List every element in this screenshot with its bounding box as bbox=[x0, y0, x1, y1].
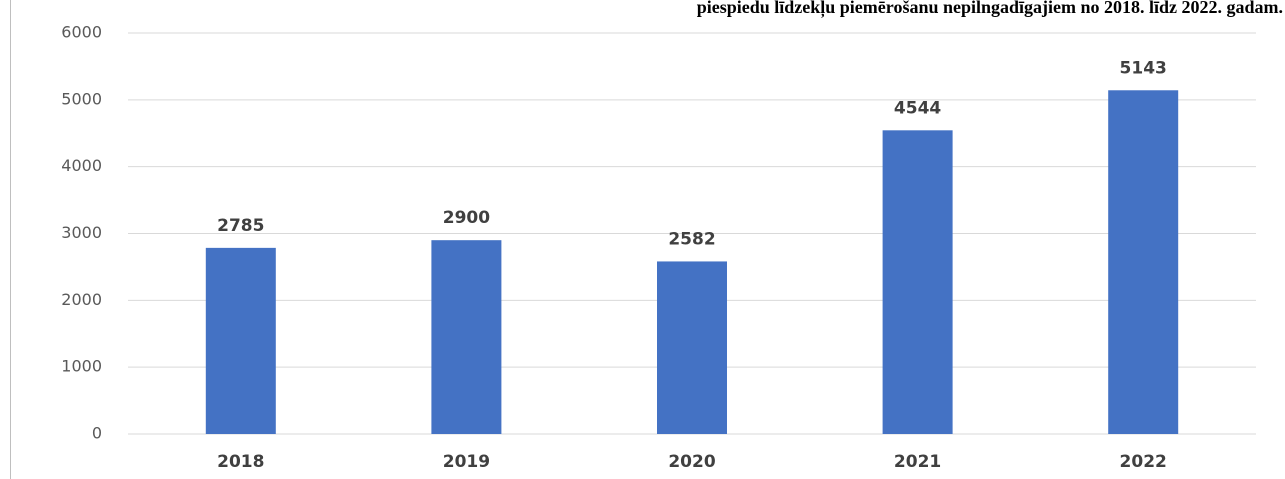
data-label: 2582 bbox=[668, 229, 715, 249]
x-tick-label: 2022 bbox=[1120, 452, 1167, 472]
x-tick-label: 2019 bbox=[443, 452, 490, 472]
data-label: 2785 bbox=[217, 216, 264, 236]
y-tick-label: 2000 bbox=[61, 290, 102, 309]
x-tick-label: 2021 bbox=[894, 452, 941, 472]
y-tick-label: 6000 bbox=[61, 23, 102, 42]
y-tick-label: 0 bbox=[92, 424, 102, 443]
y-tick-label: 3000 bbox=[61, 223, 102, 242]
y-tick-label: 1000 bbox=[61, 357, 102, 376]
data-label: 5143 bbox=[1120, 58, 1167, 78]
chart-title: piespiedu līdzekļu piemērošanu nepilngad… bbox=[697, 0, 1283, 18]
y-tick-label: 4000 bbox=[61, 156, 102, 175]
bar bbox=[205, 247, 276, 434]
x-tick-label: 2018 bbox=[217, 452, 264, 472]
data-label: 4544 bbox=[894, 98, 941, 118]
bar bbox=[657, 261, 727, 434]
y-tick-label: 5000 bbox=[61, 89, 102, 108]
data-label: 2900 bbox=[443, 208, 490, 228]
x-tick-label: 2020 bbox=[668, 452, 715, 472]
bar bbox=[1108, 90, 1179, 434]
bar bbox=[882, 130, 953, 434]
bar bbox=[431, 240, 502, 434]
